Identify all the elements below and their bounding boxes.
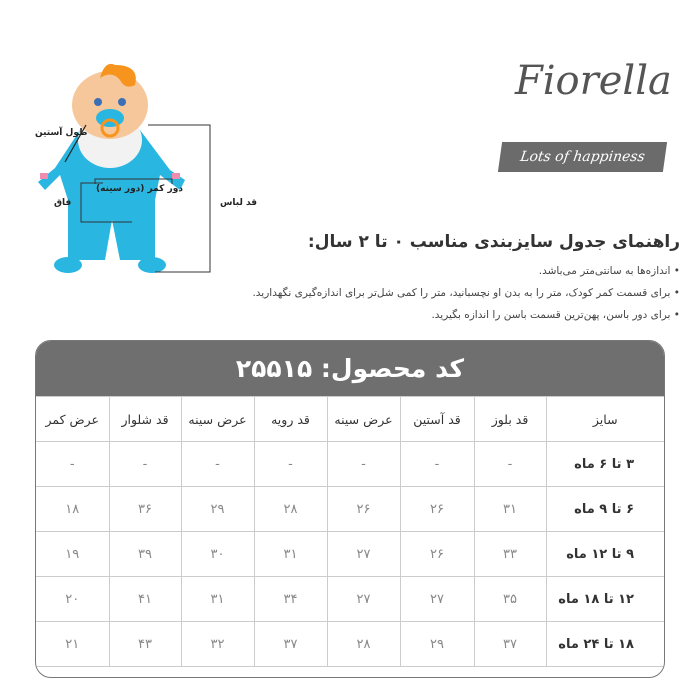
value-cell: ۳۱ bbox=[473, 486, 547, 532]
value-cell: - bbox=[36, 441, 110, 487]
value-cell: ۲۹ bbox=[180, 486, 255, 532]
brand-tagline: Lots of happiness bbox=[497, 142, 668, 172]
size-cell: ۱۸ تا ۲۴ ماه bbox=[545, 621, 664, 667]
value-cell: ۲۷ bbox=[326, 531, 401, 577]
brand-logo: Fiorella Lots of happiness bbox=[495, 40, 675, 180]
size-cell: ۱۲ تا ۱۸ ماه bbox=[545, 576, 664, 622]
sleeve-length-label: طول آستین bbox=[35, 128, 88, 138]
column-header: عرض سینه bbox=[326, 396, 401, 442]
table-row: ۶ تا ۹ ماه ۳۱ ۲۶ ۲۶ ۲۸ ۲۹ ۳۶ ۱۸ bbox=[36, 486, 664, 532]
value-cell: ۱۸ bbox=[36, 486, 110, 532]
value-cell: ۳۰ bbox=[180, 531, 255, 577]
table-row: ۱۸ تا ۲۴ ماه ۳۷ ۲۹ ۲۸ ۳۷ ۳۲ ۴۳ ۲۱ bbox=[36, 621, 664, 667]
note: برای قسمت کمر کودک، متر را به بدن او نچس… bbox=[160, 282, 680, 304]
column-header: قد شلوار bbox=[108, 396, 182, 442]
value-cell: ۲۶ bbox=[399, 531, 475, 577]
column-header: عرض کمر bbox=[36, 396, 110, 442]
value-cell: ۳۳ bbox=[473, 531, 547, 577]
value-cell: ۲۸ bbox=[253, 486, 328, 532]
value-cell: ۳۱ bbox=[180, 576, 255, 622]
value-cell: ۱۹ bbox=[36, 531, 110, 577]
column-header: قد آستین bbox=[399, 396, 475, 442]
baby-measurement-diagram: طول آستین دور کمر (دور سینه) فاق قد لباس bbox=[20, 60, 257, 280]
column-header: سایز bbox=[545, 396, 664, 442]
size-table: سایز قد بلوز قد آستین عرض سینه قد رویه عرض سی… bbox=[36, 396, 664, 667]
value-cell: - bbox=[473, 441, 547, 487]
product-code: کد محصول: ۲۵۵۱۵ bbox=[36, 341, 664, 396]
value-cell: ۳۹ bbox=[108, 531, 182, 577]
value-cell: - bbox=[253, 441, 328, 487]
value-cell: ۳۷ bbox=[473, 621, 547, 667]
table-header-row: سایز قد بلوز قد آستین عرض سینه قد رویه عرض سی… bbox=[36, 396, 664, 442]
column-header: قد رویه bbox=[253, 396, 328, 442]
value-cell: ۲۹ bbox=[399, 621, 475, 667]
value-cell: ۳۴ bbox=[253, 576, 328, 622]
value-cell: ۲۶ bbox=[399, 486, 475, 532]
size-cell: ۳ تا ۶ ماه bbox=[545, 441, 664, 487]
guide-title: راهنمای جدول سایزبندی مناسب ۰ تا ۲ سال: bbox=[307, 232, 680, 252]
note: اندازه‌ها به سانتی‌متر می‌باشد. bbox=[160, 260, 680, 282]
value-cell: ۳۷ bbox=[253, 621, 328, 667]
value-cell: - bbox=[108, 441, 182, 487]
size-cell: ۶ تا ۹ ماه bbox=[545, 486, 664, 532]
crotch-label: فاق bbox=[54, 198, 72, 208]
table-row: ۹ تا ۱۲ ماه ۳۳ ۲۶ ۲۷ ۳۱ ۳۰ ۳۹ ۱۹ bbox=[36, 531, 664, 577]
baby-illustration bbox=[38, 63, 211, 273]
value-cell: ۳۶ bbox=[108, 486, 182, 532]
value-cell: ۴۳ bbox=[108, 621, 182, 667]
value-cell: ۲۷ bbox=[399, 576, 475, 622]
value-cell: ۲۰ bbox=[36, 576, 110, 622]
table-row: ۱۲ تا ۱۸ ماه ۳۵ ۲۷ ۲۷ ۳۴ ۳۱ ۴۱ ۲۰ bbox=[36, 576, 664, 622]
waist-label: دور کمر (دور سینه) bbox=[96, 184, 183, 194]
value-cell: ۳۵ bbox=[473, 576, 547, 622]
note: برای دور باسن، پهن‌ترین قسمت باسن را اند… bbox=[160, 304, 680, 326]
value-cell: - bbox=[399, 441, 475, 487]
value-cell: ۲۸ bbox=[326, 621, 401, 667]
size-table-card: کد محصول: ۲۵۵۱۵ سایز قد بلوز قد آستین عرض س… bbox=[35, 340, 665, 678]
value-cell: - bbox=[326, 441, 401, 487]
value-cell: - bbox=[180, 441, 255, 487]
value-cell: ۳۲ bbox=[180, 621, 255, 667]
column-header: عرض سینه bbox=[180, 396, 255, 442]
value-cell: ۴۱ bbox=[108, 576, 182, 622]
size-cell: ۹ تا ۱۲ ماه bbox=[545, 531, 664, 577]
column-header: قد بلوز bbox=[473, 396, 547, 442]
table-row: ۳ تا ۶ ماه - - - - - - - bbox=[36, 441, 664, 487]
value-cell: ۲۱ bbox=[36, 621, 110, 667]
size-guide-notes: راهنمای جدول سایزبندی مناسب ۰ تا ۲ سال: … bbox=[160, 232, 680, 326]
brand-name: Fiorella bbox=[515, 58, 672, 104]
garment-length-label: قد لباس bbox=[220, 198, 258, 208]
value-cell: ۳۱ bbox=[253, 531, 328, 577]
value-cell: ۲۶ bbox=[326, 486, 401, 532]
value-cell: ۲۷ bbox=[326, 576, 401, 622]
